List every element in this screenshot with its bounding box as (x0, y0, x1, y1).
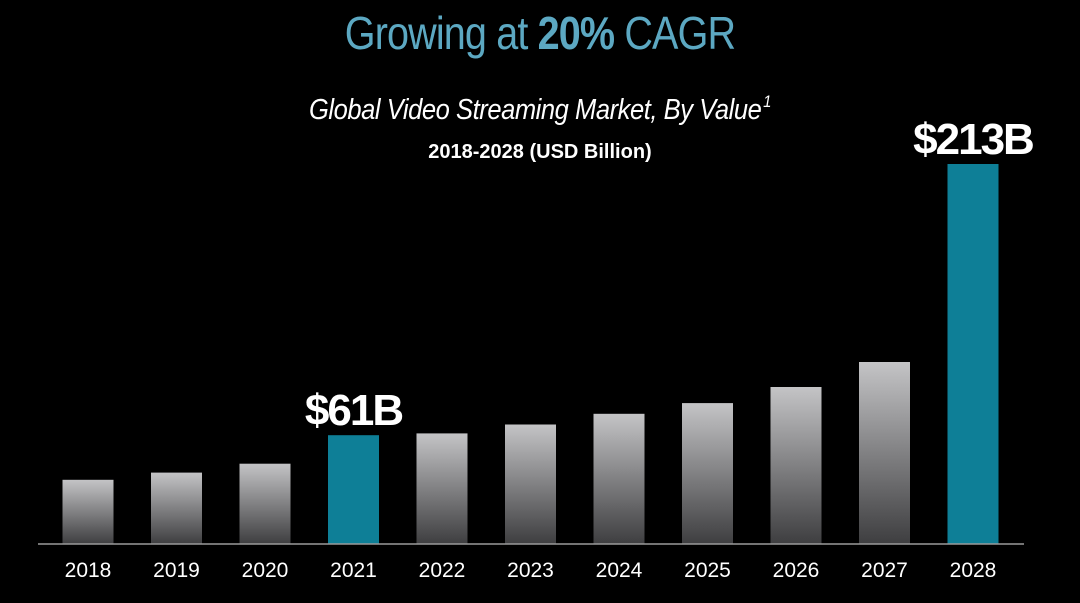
bar-2027 (859, 362, 910, 544)
x-tick-label-2026: 2026 (773, 559, 820, 582)
x-tick-label-2021: 2021 (330, 559, 377, 582)
bar-2022 (416, 433, 468, 544)
footnote-marker: 1 (763, 92, 772, 111)
bar-2024 (593, 413, 645, 544)
bar-2021 (328, 435, 379, 544)
bar-2020 (239, 463, 291, 544)
headline-prefix: Growing at (344, 7, 538, 59)
x-tick-labels: 2018 2019 2020 2021 2022 2023 2024 2025 2026 2027… (65, 559, 997, 582)
data-label-2028: $213B (913, 115, 1033, 164)
x-tick-label-2020: 2020 (242, 559, 289, 582)
x-tick-label-2023: 2023 (507, 559, 554, 582)
chart-range-label: 2018-2028 (USD Billion) (428, 141, 652, 163)
x-tick-label-2024: 2024 (596, 559, 643, 582)
bar-2018 (62, 479, 114, 544)
bar-2025 (682, 403, 733, 544)
data-labels: $61B $213B (305, 115, 1035, 435)
x-tick-label-2022: 2022 (419, 559, 466, 582)
headline-cagr-value: 20% (537, 7, 615, 59)
x-tick-label-2018: 2018 (65, 559, 112, 582)
x-tick-label-2019: 2019 (153, 559, 200, 582)
headline-suffix: CAGR (614, 7, 736, 59)
bar-2019 (151, 472, 202, 544)
chart-subtitle-text: Global Video Streaming Market, By Value (308, 94, 762, 126)
chart-subtitle: Global Video Streaming Market, By Value 1 (65, 92, 1015, 127)
x-tick-label-2025: 2025 (684, 559, 731, 582)
bar-2026 (770, 387, 822, 544)
headline: Growing at 20% CAGR (76, 6, 1005, 60)
bars-layer (62, 164, 999, 544)
bar-2023 (505, 424, 556, 544)
data-label-2021: $61B (305, 386, 402, 435)
x-tick-label-2027: 2027 (861, 559, 908, 582)
bar-2028 (947, 164, 999, 544)
x-tick-label-2028: 2028 (950, 559, 997, 582)
